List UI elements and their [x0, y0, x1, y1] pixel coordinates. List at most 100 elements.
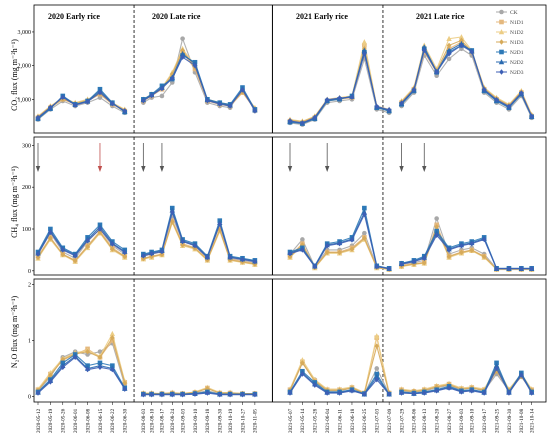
series-line-n2d3	[401, 44, 533, 117]
y-tick-label: 0	[28, 269, 31, 275]
x-tick-label: 2020-05-12	[36, 408, 42, 433]
data-point-n2d3	[300, 247, 305, 253]
data-point-n2d3	[421, 255, 427, 261]
data-point-n2d3	[337, 390, 342, 396]
x-tick-label: 2020-10-27	[240, 408, 246, 433]
fertilizer-arrowhead	[422, 166, 427, 172]
data-point-n2d3	[35, 114, 41, 121]
data-point-n2d2	[446, 47, 452, 53]
data-point-n1d1	[110, 338, 115, 343]
data-point-n2d3	[374, 263, 380, 270]
data-point-n2d3	[519, 90, 524, 96]
data-point-n2d3	[85, 238, 90, 244]
data-point-n2d3	[506, 390, 512, 396]
data-point-n2d3	[227, 254, 233, 261]
x-tick-label: 2020-08-03	[141, 408, 147, 433]
data-point-n2d3	[149, 250, 154, 257]
y-tick-label: 1	[28, 339, 31, 345]
x-tick-label: 2021-09-25	[494, 408, 500, 433]
data-point-n1d3	[446, 42, 452, 49]
data-point-n2d3	[180, 54, 185, 60]
x-tick-label: 2021-08-13	[422, 408, 428, 433]
data-point-n1d2	[361, 39, 368, 45]
series-line-n1d2	[289, 335, 390, 394]
data-point-n1d2	[299, 357, 306, 363]
data-point-n2d3	[122, 108, 128, 114]
data-point-ck	[300, 237, 305, 242]
data-point-n2d3	[159, 85, 165, 92]
data-point-n1d2	[458, 34, 465, 40]
data-point-n2d3	[312, 263, 318, 270]
data-point-n2d3	[110, 366, 115, 373]
x-tick-label: 2020-10-19	[228, 408, 234, 433]
data-point-n2d3	[481, 390, 487, 396]
ylabel-ch4: CH₄ flux (mg m⁻²h⁻¹)	[10, 166, 19, 238]
data-point-n2d3	[205, 254, 210, 261]
legend-marker-n1d2	[498, 29, 505, 35]
data-point-n2d3	[60, 94, 66, 100]
data-point-n1d2	[109, 330, 116, 337]
data-point-n2d3	[324, 243, 330, 249]
series-line-n1d3	[37, 336, 126, 391]
legend-label-n2d3: N2D3	[510, 70, 524, 76]
x-tick-label: 2021-09-30	[507, 408, 513, 433]
x-tick-label: 2020-06-08	[85, 408, 91, 433]
data-point-n2d3	[252, 108, 258, 114]
x-tick-label: 2021-07-29	[399, 408, 405, 433]
fertilizer-arrowhead	[287, 166, 293, 172]
data-point-n2d3	[217, 101, 223, 107]
data-point-n2d3	[434, 388, 439, 394]
data-point-n2d3	[141, 97, 146, 104]
data-point-n2d3	[421, 47, 427, 54]
season-labels: 2020 Early rice 2020 Late rice 2021 Earl…	[48, 12, 465, 21]
data-point-n1d3	[180, 47, 185, 54]
x-tick-label: 2020-06-01	[73, 408, 79, 433]
data-point-n1d3	[434, 224, 439, 230]
data-point-n2d3	[110, 241, 115, 247]
data-point-n2d3	[180, 238, 185, 245]
data-point-n2d3	[446, 51, 452, 57]
data-point-n2d3	[386, 266, 392, 272]
x-axis-ticks: 2020-05-12 2020-05-19 2020-05-26 2020-06-01…	[36, 402, 535, 433]
data-point-n1d3	[481, 253, 487, 260]
data-point-n2d3	[399, 261, 404, 267]
y-tick-label: 100	[22, 227, 31, 233]
data-point-n2d3	[374, 376, 380, 383]
data-point-n2d3	[349, 237, 355, 243]
series-line-n1d3	[289, 343, 390, 394]
series-line-n1d3	[289, 48, 390, 123]
data-point-n1d3	[60, 251, 66, 258]
data-point-ck	[85, 352, 90, 357]
data-point-n1d3	[85, 243, 90, 250]
x-tick-label: 2021-07-09	[387, 408, 393, 433]
data-point-n1d3	[180, 242, 185, 248]
data-point-n2d3	[122, 386, 128, 392]
x-tick-label: 2020-09-10	[193, 408, 199, 433]
data-point-n2d3	[362, 51, 367, 57]
data-point-ck	[97, 349, 103, 354]
panel-0: 1,000 2,000 3,000	[18, 4, 547, 134]
data-point-n2d3	[141, 253, 146, 259]
x-tick-label: 2021-10-14	[529, 408, 535, 433]
legend-marker-n1d1	[499, 19, 504, 25]
data-point-n1d3	[459, 249, 464, 256]
data-point-n2d3	[411, 86, 417, 93]
data-point-n1d3	[469, 247, 475, 254]
data-point-n2d3	[159, 392, 165, 398]
y-tick-label: 1,000	[18, 97, 32, 103]
series-line-n1d3	[37, 231, 126, 262]
data-point-n2d3	[434, 232, 439, 238]
data-point-n2d3	[205, 97, 210, 104]
series-line-n2d2	[37, 355, 126, 393]
data-point-n2d3	[494, 365, 499, 372]
data-point-n2d3	[287, 118, 293, 124]
data-point-n2d3	[469, 388, 475, 394]
x-tick-label: 2021-08-27	[447, 408, 453, 433]
data-point-n2d3	[48, 229, 53, 236]
data-point-n2d3	[446, 385, 452, 391]
data-point-n2d3	[469, 240, 475, 247]
data-point-n1d3	[110, 246, 115, 252]
data-point-n2d2	[179, 50, 186, 57]
legend-label-ck: CK	[510, 10, 518, 16]
y-tick-label: 2	[28, 283, 31, 289]
